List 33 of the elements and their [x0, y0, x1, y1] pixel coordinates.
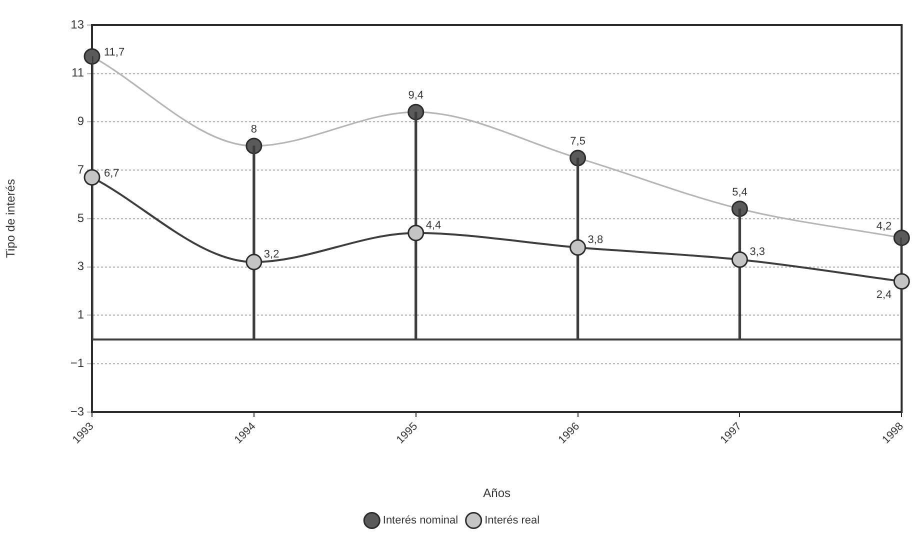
data-label: 7,5	[570, 136, 586, 148]
y-tick-label: 7	[77, 162, 84, 176]
y-tick-label: 11	[72, 66, 84, 80]
y-tick-label: 5	[77, 210, 84, 225]
y-axis-title: Tipo de interés	[4, 179, 18, 258]
data-label: 4,2	[876, 220, 892, 232]
y-tick-label: −1	[70, 356, 84, 370]
legend-label: Interés real	[484, 514, 540, 527]
point	[893, 273, 910, 290]
data-label: 3,8	[588, 234, 604, 246]
point	[84, 169, 100, 186]
legend-label: Interés nominal	[382, 514, 458, 527]
y-tick-label: −3	[70, 404, 84, 418]
y-tick-label: 3	[77, 259, 84, 274]
point	[408, 224, 424, 242]
x-axis-title: Años	[483, 486, 511, 500]
data-label: 9,4	[408, 90, 424, 102]
data-label: 4,4	[426, 220, 442, 232]
y-tick-label: 1	[77, 308, 84, 322]
data-label: 8	[250, 123, 257, 136]
point	[570, 239, 586, 256]
y-tick-label: 9	[77, 114, 84, 128]
point	[246, 254, 262, 270]
data-label: 3,3	[750, 246, 766, 258]
data-label: 3,2	[264, 248, 280, 261]
point	[893, 230, 910, 246]
data-label: 6,7	[104, 167, 120, 180]
data-label: 5,4	[732, 186, 748, 198]
y-tick-label: 13	[70, 17, 84, 32]
data-label: 2,4	[876, 288, 892, 301]
data-label: 11,7	[104, 46, 125, 58]
point	[731, 251, 748, 268]
point	[84, 48, 100, 65]
